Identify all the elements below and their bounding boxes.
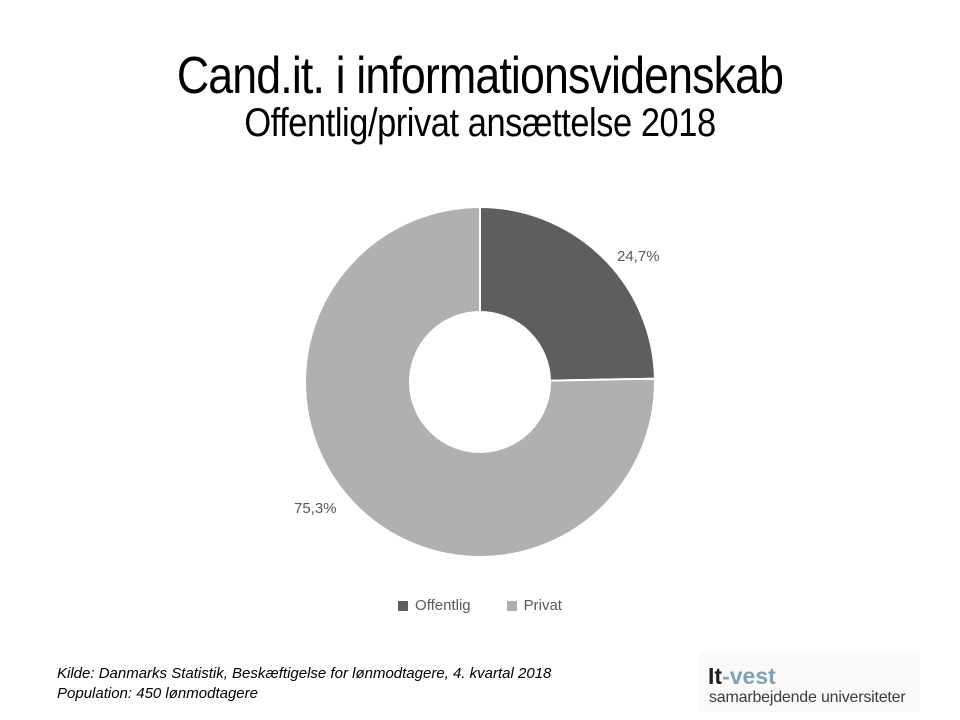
legend-swatch-offentlig xyxy=(398,600,409,611)
itvest-logo: It-vest samarbejdende universiteter xyxy=(698,652,920,712)
logo-wordmark-dash: - xyxy=(722,663,730,689)
data-label-offentlig: 24,7% xyxy=(617,248,660,265)
legend-item-offentlig: Offentlig xyxy=(398,597,471,614)
chart-legend: Offentlig Privat xyxy=(0,597,960,614)
logo-wordmark-it: It xyxy=(708,663,723,689)
source-note: Kilde: Danmarks Statistik, Beskæftigelse… xyxy=(57,664,551,704)
legend-label-privat: Privat xyxy=(523,597,562,614)
logo-tagline: samarbejdende universiteter xyxy=(709,689,906,706)
legend-item-privat: Privat xyxy=(506,597,562,614)
donut-slice-offentlig xyxy=(479,205,656,382)
chart-title: Cand.it. i informationsvidenskab xyxy=(176,47,784,105)
legend-label-offentlig: Offentlig xyxy=(415,597,471,614)
donut-chart xyxy=(304,205,656,558)
logo-wordmark-vest: vest xyxy=(729,663,776,689)
donut-slice-privat xyxy=(304,205,656,558)
chart-subtitle: Offentlig/privat ansættelse 2018 xyxy=(244,101,716,145)
source-line: Kilde: Danmarks Statistik, Beskæftigelse… xyxy=(57,665,552,682)
data-label-privat: 75,3% xyxy=(294,500,337,517)
legend-swatch-privat xyxy=(506,600,517,611)
population-line: Population: 450 lønmodtagere xyxy=(57,685,258,702)
logo-wordmark: It-vest xyxy=(708,664,920,688)
